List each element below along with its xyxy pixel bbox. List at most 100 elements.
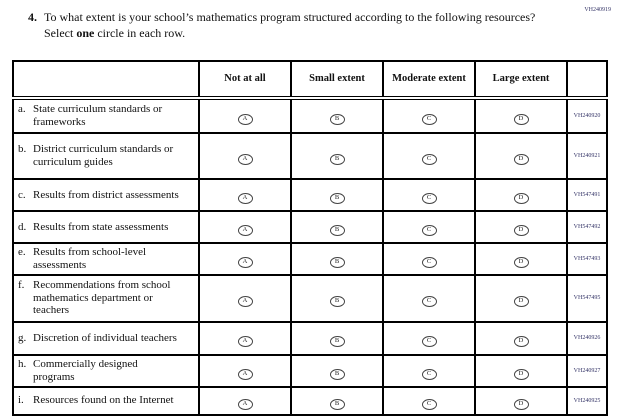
- option-cell-large-extent: D: [474, 320, 568, 356]
- option-cell-not-at-all: A: [198, 132, 292, 180]
- answer-bubble-c[interactable]: C: [421, 225, 437, 236]
- column-header-not-at-all: Not at all: [198, 60, 292, 100]
- answer-bubble-a[interactable]: A: [237, 336, 253, 347]
- answer-bubble-b[interactable]: B: [329, 193, 345, 204]
- answer-bubble-c[interactable]: C: [421, 398, 437, 410]
- answer-bubble-a[interactable]: A: [237, 368, 253, 380]
- answer-bubble-b[interactable]: B: [329, 398, 345, 410]
- option-cell-not-at-all: A: [198, 210, 292, 244]
- column-header-large-extent: Large extent: [474, 60, 568, 100]
- option-cell-large-extent: D: [474, 97, 568, 134]
- option-cell-not-at-all: A: [198, 320, 292, 356]
- answer-bubble-b[interactable]: B: [329, 368, 345, 380]
- column-header-moderate-extent: Moderate extent: [382, 60, 476, 100]
- row-label-cell: i. Resources found on the Internet: [12, 385, 200, 416]
- item-code: VH240920: [566, 97, 608, 134]
- row-letter: b.: [18, 143, 27, 156]
- answer-bubble-c[interactable]: C: [421, 193, 437, 204]
- option-cell-small-extent: B: [290, 320, 384, 356]
- option-cell-small-extent: B: [290, 273, 384, 323]
- option-cell-small-extent: B: [290, 353, 384, 388]
- answer-bubble-d[interactable]: D: [513, 114, 529, 125]
- option-cell-not-at-all: A: [198, 242, 292, 276]
- answer-bubble-a[interactable]: A: [237, 225, 253, 236]
- answer-bubble-c[interactable]: C: [421, 256, 437, 268]
- row-letter: g.: [18, 331, 27, 344]
- option-cell-small-extent: B: [290, 97, 384, 134]
- option-cell-moderate-extent: C: [382, 97, 476, 134]
- option-cell-large-extent: D: [474, 242, 568, 276]
- answer-bubble-a[interactable]: A: [237, 398, 253, 410]
- item-code: VH547495: [566, 273, 608, 323]
- row-label-cell: f. Recommendations from school mathematic…: [12, 273, 200, 323]
- row-letter: i.: [18, 394, 24, 407]
- answer-bubble-a[interactable]: A: [237, 193, 253, 204]
- row-label-cell: c. Results from district assessments: [12, 178, 200, 212]
- answer-bubble-c[interactable]: C: [421, 296, 437, 307]
- header-row: Not at all Small extent Moderate extent …: [12, 60, 608, 100]
- question-block: 4. To what extent is your school’s mathe…: [28, 10, 543, 41]
- row-label: Results from district assessments: [33, 188, 179, 201]
- row-letter: e.: [18, 246, 26, 258]
- option-cell-moderate-extent: C: [382, 210, 476, 244]
- table-row: f. Recommendations from school mathematic…: [12, 273, 608, 323]
- option-cell-large-extent: D: [474, 178, 568, 212]
- option-cell-moderate-extent: C: [382, 242, 476, 276]
- answer-bubble-b[interactable]: B: [329, 256, 345, 268]
- column-header-small-extent: Small extent: [290, 60, 384, 100]
- answer-bubble-d[interactable]: D: [513, 154, 529, 165]
- answer-bubble-a[interactable]: A: [237, 154, 253, 165]
- answer-bubble-b[interactable]: B: [329, 114, 345, 125]
- row-label: Results from school-level assessments: [33, 246, 147, 271]
- answer-bubble-b[interactable]: B: [329, 154, 345, 165]
- answer-bubble-c[interactable]: C: [421, 114, 437, 125]
- row-letter: a.: [18, 103, 26, 116]
- table-row: b. District curriculum standards or curri…: [12, 132, 608, 180]
- item-code: VH547493: [566, 242, 608, 276]
- row-letter: h.: [18, 357, 27, 370]
- option-cell-moderate-extent: C: [382, 385, 476, 416]
- answer-bubble-a[interactable]: A: [237, 256, 253, 268]
- row-label-cell: d. Results from state assessments: [12, 210, 200, 244]
- option-cell-small-extent: B: [290, 132, 384, 180]
- option-cell-not-at-all: A: [198, 178, 292, 212]
- answer-bubble-b[interactable]: B: [329, 336, 345, 347]
- answer-bubble-c[interactable]: C: [421, 154, 437, 165]
- row-letter: d.: [18, 220, 27, 233]
- extent-response-table: Not at all Small extent Moderate extent …: [12, 60, 608, 416]
- option-cell-small-extent: B: [290, 178, 384, 212]
- answer-bubble-a[interactable]: A: [237, 114, 253, 125]
- answer-bubble-d[interactable]: D: [513, 225, 529, 236]
- table-row: i. Resources found on the Internet A B C D VH2…: [12, 385, 608, 416]
- row-letter: c.: [18, 188, 26, 201]
- answer-bubble-d[interactable]: D: [513, 193, 529, 204]
- item-code: VH547492: [566, 210, 608, 244]
- option-cell-small-extent: B: [290, 385, 384, 416]
- row-label-cell: a. State curriculum standards or framewor…: [12, 97, 200, 134]
- answer-bubble-c[interactable]: C: [421, 336, 437, 347]
- option-cell-not-at-all: A: [198, 385, 292, 416]
- table-row: g. Discretion of individual teachers A B C D V…: [12, 320, 608, 356]
- row-label-cell: h. Commercially designed programs: [12, 353, 200, 388]
- answer-bubble-d[interactable]: D: [513, 256, 529, 268]
- option-cell-small-extent: B: [290, 210, 384, 244]
- row-label: Resources found on the Internet: [33, 394, 174, 407]
- option-cell-moderate-extent: C: [382, 132, 476, 180]
- question-text: To what extent is your school’s mathemat…: [44, 10, 543, 41]
- answer-bubble-d[interactable]: D: [513, 296, 529, 307]
- answer-bubble-d[interactable]: D: [513, 398, 529, 410]
- answer-bubble-d[interactable]: D: [513, 336, 529, 347]
- option-cell-moderate-extent: C: [382, 320, 476, 356]
- row-label: District curriculum standards or curricu…: [33, 143, 174, 168]
- answer-bubble-b[interactable]: B: [329, 225, 345, 236]
- answer-bubble-b[interactable]: B: [329, 296, 345, 307]
- answer-bubble-c[interactable]: C: [421, 368, 437, 380]
- question-text-after: circle in each row.: [94, 25, 186, 40]
- answer-bubble-a[interactable]: A: [237, 296, 253, 307]
- option-cell-large-extent: D: [474, 273, 568, 323]
- option-cell-not-at-all: A: [198, 97, 292, 134]
- answer-bubble-d[interactable]: D: [513, 368, 529, 380]
- row-letter: f.: [18, 278, 25, 291]
- option-cell-moderate-extent: C: [382, 273, 476, 323]
